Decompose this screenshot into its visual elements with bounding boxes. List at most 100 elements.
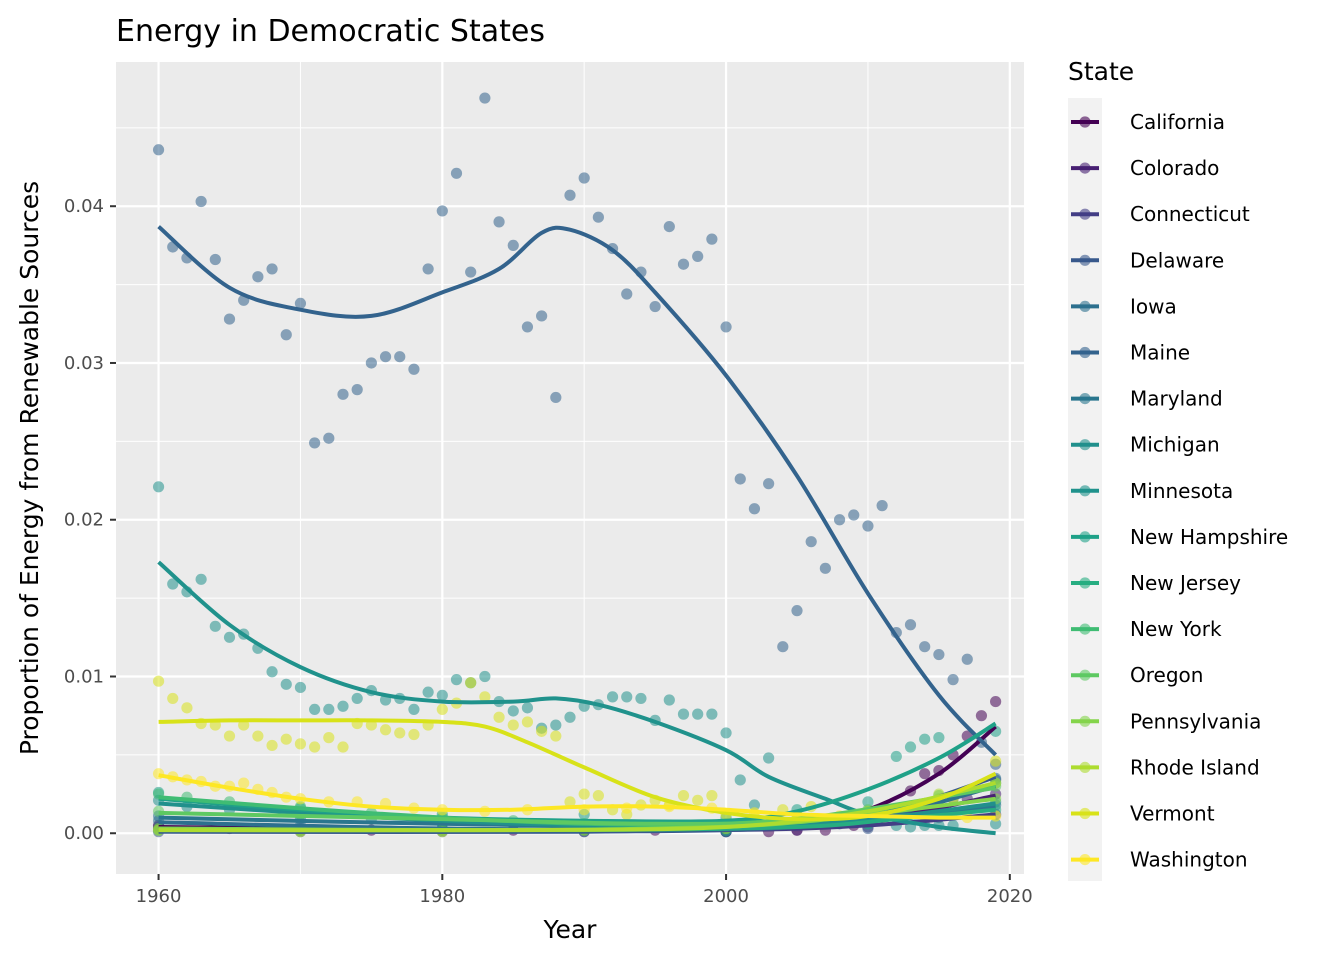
data-point xyxy=(578,172,590,184)
data-point xyxy=(209,253,221,266)
data-point xyxy=(493,711,505,723)
legend-label: Oregon xyxy=(1130,663,1203,687)
data-point xyxy=(621,691,633,703)
data-point xyxy=(167,692,179,705)
legend-label: New Hampshire xyxy=(1130,525,1288,549)
data-point xyxy=(422,686,434,698)
data-point xyxy=(663,694,675,706)
legend-key-point xyxy=(1079,439,1091,451)
data-point xyxy=(181,702,193,714)
data-point xyxy=(507,705,519,717)
legend-item: Pennsylvania xyxy=(1071,709,1261,733)
data-point xyxy=(890,750,902,763)
data-point xyxy=(252,271,264,283)
data-point xyxy=(238,777,250,789)
data-point xyxy=(408,728,420,741)
trend-line xyxy=(157,225,998,757)
data-point xyxy=(465,677,477,689)
data-point xyxy=(394,351,406,363)
data-point xyxy=(706,790,718,802)
data-point xyxy=(919,768,931,780)
data-point xyxy=(663,220,675,233)
legend-key-point xyxy=(1079,807,1091,820)
data-point xyxy=(635,692,647,705)
data-point xyxy=(223,313,236,325)
data-point xyxy=(436,689,448,701)
data-point xyxy=(677,790,690,802)
data-point xyxy=(351,384,363,396)
data-point xyxy=(578,788,590,800)
data-point xyxy=(904,741,917,753)
data-point xyxy=(947,674,959,686)
y-tick-label: 0.03 xyxy=(64,353,104,374)
data-point xyxy=(606,691,619,703)
data-point xyxy=(493,216,505,228)
data-point xyxy=(791,605,803,617)
legend-item: Iowa xyxy=(1071,294,1177,318)
data-point xyxy=(862,796,874,808)
data-point xyxy=(692,250,704,262)
legend-label: Colorado xyxy=(1130,156,1219,180)
data-point xyxy=(521,321,534,333)
chart-title: Energy in Democratic States xyxy=(116,14,545,49)
legend: State California Colorado Connecticut Delaw… xyxy=(1068,57,1288,881)
y-tick-label: 0.01 xyxy=(64,666,104,687)
data-point xyxy=(465,266,477,278)
data-point xyxy=(195,573,207,585)
legend-label: Michigan xyxy=(1130,433,1220,457)
data-point xyxy=(706,233,718,245)
legend-item: California xyxy=(1071,110,1225,134)
data-point xyxy=(990,818,1002,830)
data-point xyxy=(408,703,420,716)
legend-label: Maine xyxy=(1130,341,1190,365)
data-point xyxy=(692,794,704,806)
data-point xyxy=(621,288,633,300)
legend-label: Pennsylvania xyxy=(1130,709,1261,733)
data-point xyxy=(748,503,761,515)
y-axis-title: Proportion of Energy from Renewable Sour… xyxy=(15,181,44,755)
data-point xyxy=(351,692,363,705)
legend-key-point xyxy=(1079,485,1091,497)
data-point xyxy=(294,681,307,694)
data-point xyxy=(692,708,704,720)
data-point xyxy=(720,727,732,739)
legend-key-point xyxy=(1079,300,1091,312)
data-point xyxy=(564,711,576,723)
data-point xyxy=(507,239,519,252)
legend-label: Minnesota xyxy=(1130,479,1233,503)
data-point xyxy=(436,205,448,217)
data-point xyxy=(152,675,165,687)
legend-item: Minnesota xyxy=(1071,479,1233,503)
legend-label: Delaware xyxy=(1130,248,1224,272)
legend-item: Rhode Island xyxy=(1071,755,1260,779)
legend-item: New Jersey xyxy=(1071,571,1241,595)
legend-item: Connecticut xyxy=(1071,202,1250,226)
data-point xyxy=(479,92,491,104)
data-point xyxy=(975,710,988,722)
trend-line xyxy=(158,781,997,833)
data-point xyxy=(990,695,1002,708)
data-point xyxy=(223,631,236,643)
data-point xyxy=(323,732,335,744)
data-point xyxy=(961,653,973,665)
data-point xyxy=(309,703,321,716)
legend-label: Rhode Island xyxy=(1130,755,1260,779)
data-point xyxy=(337,700,349,712)
legend-item: Michigan xyxy=(1071,433,1220,457)
data-point xyxy=(309,741,321,753)
legend-key-point xyxy=(1079,162,1091,174)
data-point xyxy=(294,297,307,310)
trend-lines xyxy=(157,225,998,836)
legend-item: Delaware xyxy=(1071,248,1224,272)
data-point xyxy=(677,258,690,270)
legend-key-point xyxy=(1079,623,1091,635)
legend-item: Colorado xyxy=(1071,156,1219,180)
legend-label: Maryland xyxy=(1130,387,1223,411)
data-point xyxy=(280,329,292,341)
data-point xyxy=(365,357,377,369)
y-tick-label: 0.04 xyxy=(64,196,104,217)
data-point xyxy=(422,263,434,275)
legend-label: Vermont xyxy=(1130,802,1215,826)
legend-item: Oregon xyxy=(1071,663,1203,687)
